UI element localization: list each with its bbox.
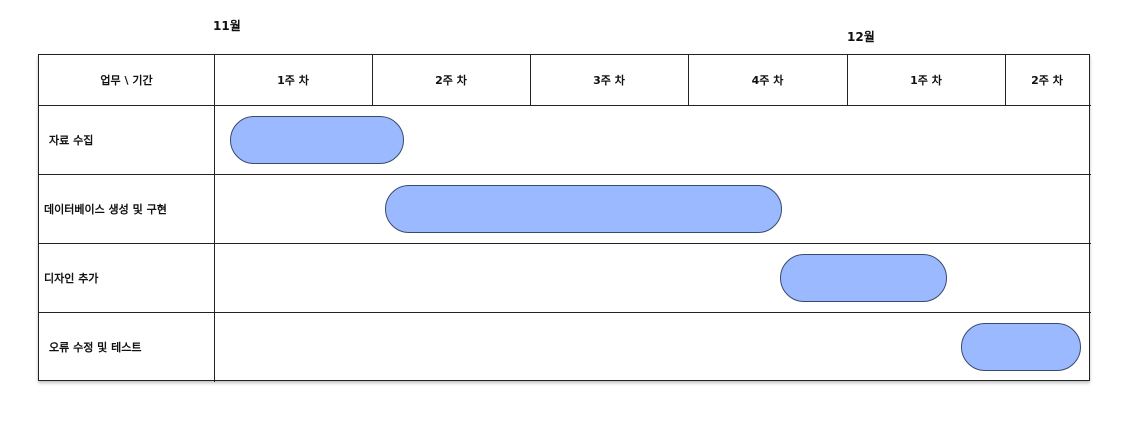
- task-label: 데이터베이스 생성 및 구현: [44, 202, 167, 216]
- task-label: 오류 수정 및 테스트: [49, 340, 142, 354]
- task-bar[interactable]: [384, 184, 782, 233]
- week-header-2: 2주 차: [435, 74, 467, 87]
- week-header-6: 2주 차: [1031, 74, 1063, 87]
- task-bar[interactable]: [960, 322, 1082, 371]
- week-header-4: 4주 차: [751, 74, 784, 87]
- gantt-grid: [39, 55, 1091, 382]
- week-header-3: 3주 차: [593, 74, 625, 87]
- task-bar[interactable]: [229, 115, 404, 164]
- month-label-november: 11월: [213, 19, 241, 33]
- task-label: 자료 수집: [49, 133, 94, 147]
- week-header-5: 1주 차: [910, 74, 942, 87]
- header-corner-label: 업무 \ 기간: [100, 74, 153, 87]
- task-label: 디자인 추가: [44, 271, 99, 285]
- month-label-december: 12월: [847, 30, 875, 44]
- week-header-1: 1주 차: [277, 74, 309, 87]
- task-bar[interactable]: [780, 253, 947, 302]
